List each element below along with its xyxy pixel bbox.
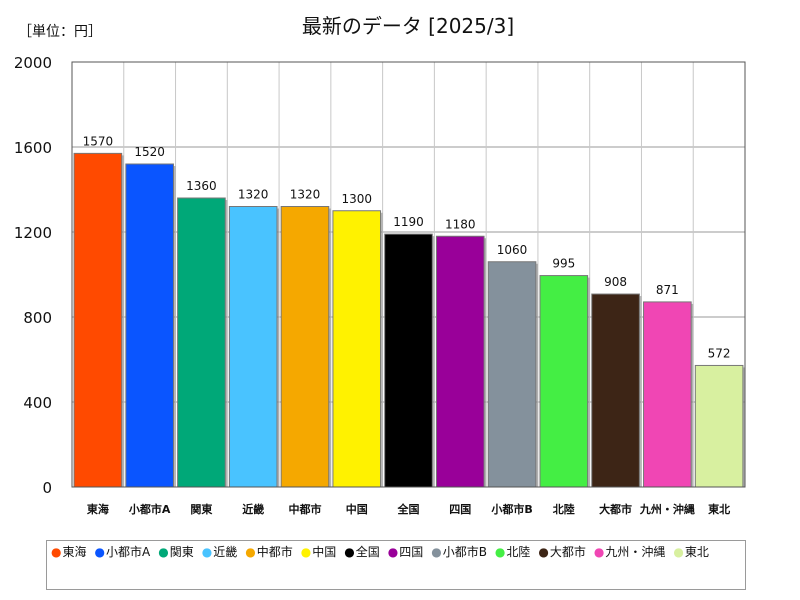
bar: [694, 364, 744, 488]
legend-marker-icon: ●: [593, 545, 605, 559]
legend-label: 中国: [312, 545, 337, 559]
x-tick-label: 大都市: [599, 502, 632, 516]
data-label: 871: [656, 283, 679, 297]
legend-item: ● 東北: [673, 542, 709, 562]
data-label: 1180: [445, 217, 476, 231]
legend-label: 九州・沖縄: [605, 545, 666, 559]
x-tick-label: 東北: [708, 502, 730, 516]
legend-label: 小都市A: [105, 545, 151, 559]
bar: [332, 210, 382, 488]
legend-item: ● 近畿: [202, 542, 238, 562]
x-tick-label: 小都市A: [128, 502, 171, 516]
x-tick-label: 中都市: [288, 502, 321, 516]
legend-marker-icon: ●: [431, 545, 442, 559]
bar: [539, 275, 589, 488]
data-label: 908: [604, 275, 627, 289]
y-tick-label: 800: [23, 309, 52, 327]
bar: [643, 301, 692, 488]
y-axis: 0 400 800 1200 1600 2000: [14, 54, 52, 497]
legend-label: 東北: [684, 545, 709, 559]
legend: ● 東海 ● 小都市A ● 関東 ● 近畿 ● 中都市 ● 中国 ● 全国 ● 四国 ● 小都市B ● 北陸 ● 大都市 ●…: [46, 540, 746, 590]
data-labels: 1570 1520 1360 1320 1320 1300 1190 1180 1060 995 9…: [83, 134, 731, 360]
data-label: 1520: [134, 145, 165, 159]
legend-item: ● 大都市: [538, 542, 586, 562]
legend-marker-icon: ●: [673, 545, 684, 559]
legend-item: ● 関東: [158, 542, 194, 562]
bars: [73, 152, 745, 488]
data-label: 1320: [238, 188, 269, 202]
y-tick-label: 1200: [14, 224, 52, 242]
y-tick-label: 400: [23, 394, 52, 412]
bar: [280, 206, 330, 488]
y-tick-label: 1600: [14, 139, 52, 157]
data-label: 995: [552, 257, 575, 271]
bar: [228, 206, 278, 488]
x-tick-label: 小都市B: [490, 502, 532, 516]
legend-label: 大都市: [549, 545, 586, 559]
x-tick-label: 東海: [87, 502, 109, 516]
chart-title: 最新のデータ [2025/3]: [302, 14, 514, 38]
data-label: 1570: [83, 134, 114, 148]
legend-marker-icon: ●: [94, 545, 105, 559]
x-tick-label: 四国: [449, 503, 471, 516]
x-tick-label: 全国: [397, 502, 420, 516]
data-label: 1060: [497, 243, 528, 257]
plot-frame: [71, 61, 746, 488]
legend-marker-icon: ●: [494, 545, 506, 559]
data-label: 1190: [393, 215, 424, 229]
legend-marker-icon: ●: [538, 545, 549, 559]
legend-item: ● 中都市: [245, 542, 293, 562]
x-tick-label: 北陸: [553, 502, 575, 516]
x-tick-label: 近畿: [242, 502, 264, 516]
legend-label: 全国: [355, 545, 380, 559]
legend-marker-icon: ●: [245, 545, 256, 559]
legend-marker-icon: ●: [158, 545, 169, 559]
bar: [435, 235, 485, 488]
data-label: 1320: [290, 188, 321, 202]
legend-label: 四国: [399, 545, 424, 559]
legend-item: ● 小都市A: [95, 542, 151, 562]
bar: [487, 261, 537, 488]
bar: [384, 233, 433, 488]
bar: [177, 197, 226, 488]
y-tick-label: 2000: [14, 54, 52, 72]
legend-label: 関東: [169, 545, 194, 559]
legend-item: ● 四国: [388, 542, 424, 562]
legend-label: 中都市: [256, 545, 293, 559]
x-tick-label: 中国: [346, 502, 368, 516]
legend-item: ● 小都市B: [431, 542, 487, 562]
bar: [73, 152, 123, 488]
data-label: 572: [708, 346, 731, 360]
legend-label: 近畿: [213, 545, 238, 559]
legend-item: ● 北陸: [495, 542, 531, 562]
legend-marker-icon: ●: [51, 545, 62, 559]
legend-label: 小都市B: [442, 545, 487, 559]
legend-marker-icon: ●: [344, 545, 355, 559]
legend-item: ● 九州・沖縄: [594, 542, 666, 562]
x-axis: 東海 小都市A 関東 近畿 中都市 中国 全国 四国 小都市B 北陸 大都市 九州・沖縄 東北: [87, 502, 730, 516]
unit-label: ［単位：円］: [18, 24, 102, 40]
legend-item: ● 中国: [301, 542, 337, 562]
legend-label: 東海: [62, 545, 87, 559]
data-label: 1360: [186, 179, 217, 193]
legend-marker-icon: ●: [300, 545, 312, 559]
bar: [125, 163, 174, 488]
data-label: 1300: [341, 192, 372, 206]
x-tick-label: 九州・沖縄: [639, 502, 695, 516]
x-tick-label: 関東: [190, 502, 213, 516]
y-tick-label: 0: [42, 479, 52, 497]
legend-item: ● 全国: [344, 542, 380, 562]
legend-item: ● 東海: [51, 542, 87, 562]
legend-marker-icon: ●: [387, 545, 399, 559]
legend-marker-icon: ●: [201, 545, 213, 559]
legend-label: 北陸: [506, 545, 531, 559]
bar: [591, 293, 640, 488]
